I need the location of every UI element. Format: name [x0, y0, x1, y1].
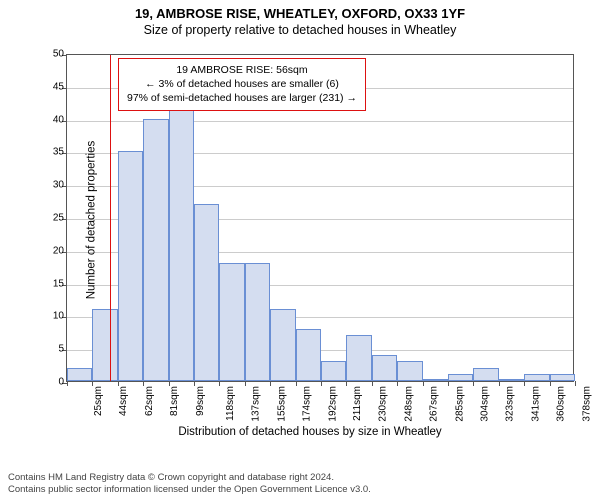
x-tick-label: 285sqm: [454, 386, 465, 422]
histogram-bar: [270, 309, 295, 381]
x-tick-label: 248sqm: [403, 386, 414, 422]
histogram-bar: [169, 105, 194, 381]
histogram-bar: [448, 374, 473, 381]
histogram-bar: [372, 355, 397, 381]
y-tick-label: 20: [40, 245, 64, 256]
x-axis-label: Distribution of detached houses by size …: [40, 426, 580, 438]
histogram-bar: [296, 329, 321, 381]
x-tick-label: 378sqm: [581, 386, 592, 422]
histogram-bar: [143, 119, 168, 381]
y-tick-label: 25: [40, 213, 64, 224]
x-tick-label: 192sqm: [327, 386, 338, 422]
y-tick-label: 10: [40, 311, 64, 322]
histogram-bar: [219, 263, 244, 381]
x-tick-label: 137sqm: [251, 386, 262, 422]
annotation-line2: ← 3% of detached houses are smaller (6): [127, 77, 357, 91]
histogram-bar: [499, 379, 524, 381]
histogram-bar: [194, 204, 219, 381]
chart-container: Number of detached properties Distributi…: [40, 50, 580, 430]
y-tick-label: 45: [40, 81, 64, 92]
y-tick-label: 50: [40, 49, 64, 60]
y-tick-label: 0: [40, 377, 64, 388]
x-tick-label: 99sqm: [195, 386, 206, 416]
y-tick-label: 15: [40, 278, 64, 289]
x-tick-label: 44sqm: [118, 386, 129, 416]
x-tick-label: 230sqm: [378, 386, 389, 422]
x-tick-label: 118sqm: [225, 386, 236, 421]
annotation-line1: 19 AMBROSE RISE: 56sqm: [127, 63, 357, 77]
histogram-bar: [550, 374, 575, 381]
x-tick-label: 211sqm: [352, 386, 363, 421]
histogram-bar: [524, 374, 549, 381]
footer-line1: Contains HM Land Registry data © Crown c…: [8, 472, 371, 484]
y-tick-label: 40: [40, 114, 64, 125]
x-tick-label: 62sqm: [144, 386, 155, 416]
annotation-box: 19 AMBROSE RISE: 56sqm ← 3% of detached …: [118, 58, 366, 111]
histogram-bar: [321, 361, 346, 381]
histogram-bar: [397, 361, 422, 381]
marker-line: [110, 55, 111, 381]
y-tick-label: 30: [40, 180, 64, 191]
histogram-bar: [118, 151, 143, 381]
histogram-bar: [245, 263, 270, 381]
attribution-footer: Contains HM Land Registry data © Crown c…: [8, 472, 371, 496]
histogram-bar: [67, 368, 92, 381]
y-tick-label: 5: [40, 344, 64, 355]
footer-line2: Contains public sector information licen…: [8, 484, 371, 496]
page-subtitle: Size of property relative to detached ho…: [0, 23, 600, 37]
x-tick-label: 360sqm: [556, 386, 567, 422]
x-tick-label: 155sqm: [276, 386, 287, 422]
histogram-bar: [423, 379, 448, 381]
annotation-line3: 97% of semi-detached houses are larger (…: [127, 91, 357, 105]
x-tick-label: 304sqm: [480, 386, 491, 422]
x-tick-label: 25sqm: [93, 386, 104, 416]
histogram-bar: [473, 368, 498, 381]
x-tick-label: 341sqm: [530, 386, 541, 422]
histogram-bar: [346, 335, 371, 381]
y-axis-label: Number of detached properties: [85, 141, 97, 300]
y-tick-label: 35: [40, 147, 64, 158]
histogram-bar: [92, 309, 117, 381]
page-title: 19, AMBROSE RISE, WHEATLEY, OXFORD, OX33…: [0, 6, 600, 21]
x-tick-label: 81sqm: [169, 386, 180, 416]
x-tick-label: 267sqm: [429, 386, 440, 422]
x-tick-label: 174sqm: [302, 386, 313, 422]
x-tick-label: 323sqm: [505, 386, 516, 422]
